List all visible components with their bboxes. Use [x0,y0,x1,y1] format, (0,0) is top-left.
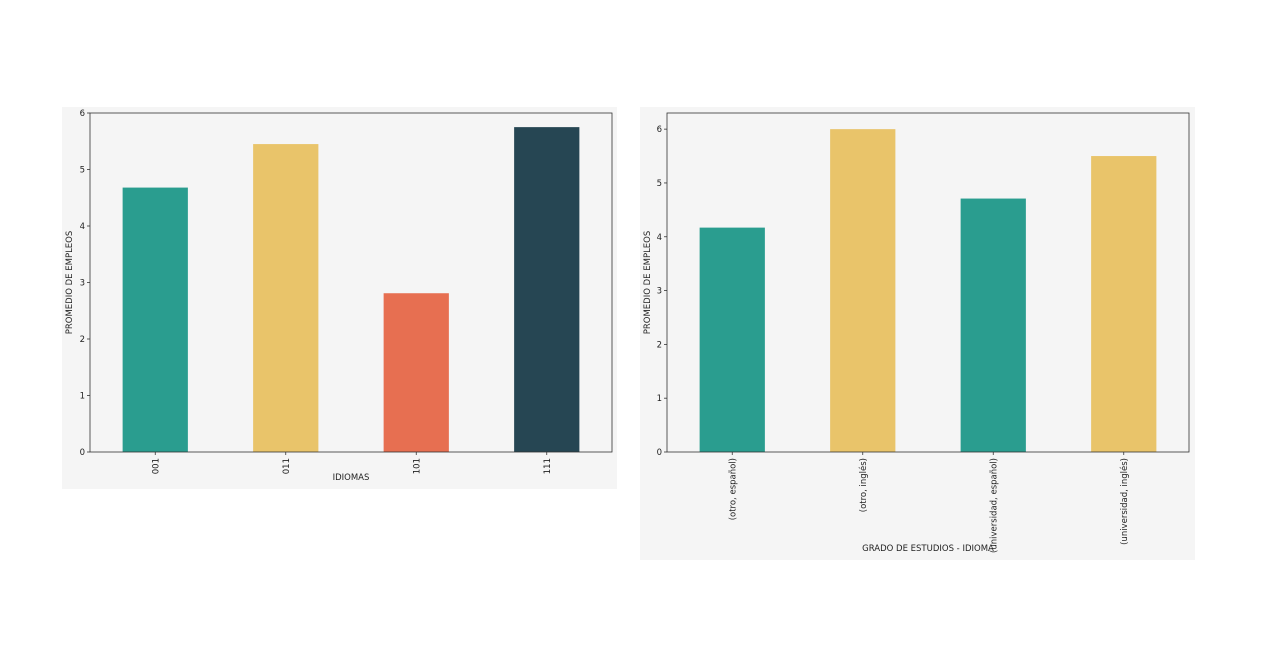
bar-chart-grado-idioma: 0 1 2 3 4 5 6 (otro, español) (otro, inglés) (un… [643,112,1190,554]
y-axis-label: PROMEDIO DE EMPLEOS [643,231,653,335]
bar-chart-idiomas: 0 1 2 3 4 5 6 001 011 101 111 IDIOMAS PROMEDIO DE… [65,109,613,483]
x-tick-label: 011 [282,458,292,474]
x-tick-label: (universidad, inglés) [1119,458,1130,545]
bar-otro-espa-ol [699,227,765,452]
y-tick-label: 1 [657,394,662,404]
x-tick-label: 001 [151,458,161,474]
bar-universidad-espa-ol [960,198,1026,452]
y-tick-label: 2 [80,335,85,345]
y-tick-label: 6 [657,125,662,135]
bar-101 [383,293,449,452]
bar-111 [514,127,580,452]
y-tick-label: 0 [657,448,662,458]
y-axis-label: PROMEDIO DE EMPLEOS [65,231,75,335]
bar-011 [253,144,319,452]
x-tick-label: (otro, inglés) [858,458,869,512]
x-tick-label: (otro, español) [728,458,738,520]
y-tick-label: 5 [80,166,85,176]
y-tick-label: 3 [657,287,662,297]
x-tick-label: (universidad, español) [989,458,999,553]
y-tick-label: 1 [80,392,85,402]
chart-panel-grado-idioma: 0 1 2 3 4 5 6 (otro, español) (otro, inglés) (un… [640,107,1195,560]
y-tick-label: 0 [80,448,85,458]
bar-001 [122,187,188,452]
y-tick-label: 3 [80,279,85,289]
y-tick-label: 6 [80,109,85,119]
x-tick-label: 101 [412,458,422,474]
chart-panel-idiomas: 0 1 2 3 4 5 6 001 011 101 111 IDIOMAS PROMEDIO DE… [62,107,617,489]
plot-frame [666,112,1190,453]
bar-otro-ingl-s [830,129,896,452]
y-tick-label: 5 [657,179,662,189]
y-tick-label: 4 [657,233,662,243]
x-tick-label: 111 [543,458,553,474]
bar-universidad-ingl-s [1091,156,1157,453]
y-tick-label: 2 [657,340,662,350]
x-axis-label: IDIOMAS [333,473,370,483]
x-axis-label: GRADO DE ESTUDIOS - IDIOMA [862,544,994,554]
y-tick-label: 4 [80,222,85,232]
